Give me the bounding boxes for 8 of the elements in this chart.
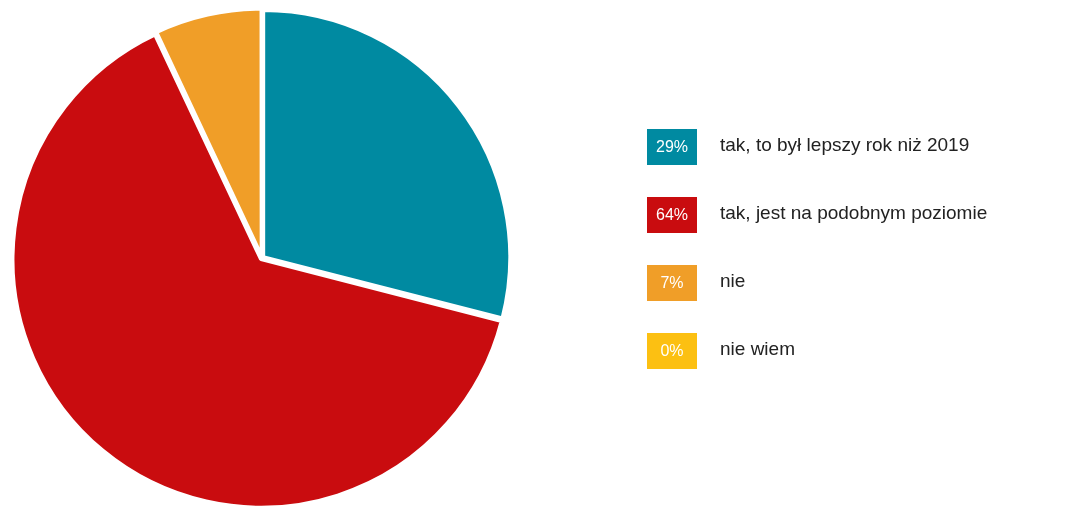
data-label: 64% xyxy=(655,206,689,224)
legend-label: tak, jest na podobnym poziomie xyxy=(720,202,988,224)
legend-label: nie wiem xyxy=(720,338,795,360)
data-label: 7% xyxy=(660,274,684,292)
text: 0% xyxy=(660,342,684,360)
legend-label: tak, to był lepszy rok niż 2019 xyxy=(720,134,970,156)
legend-label: nie xyxy=(720,270,746,292)
data-label: 29% xyxy=(655,138,689,156)
